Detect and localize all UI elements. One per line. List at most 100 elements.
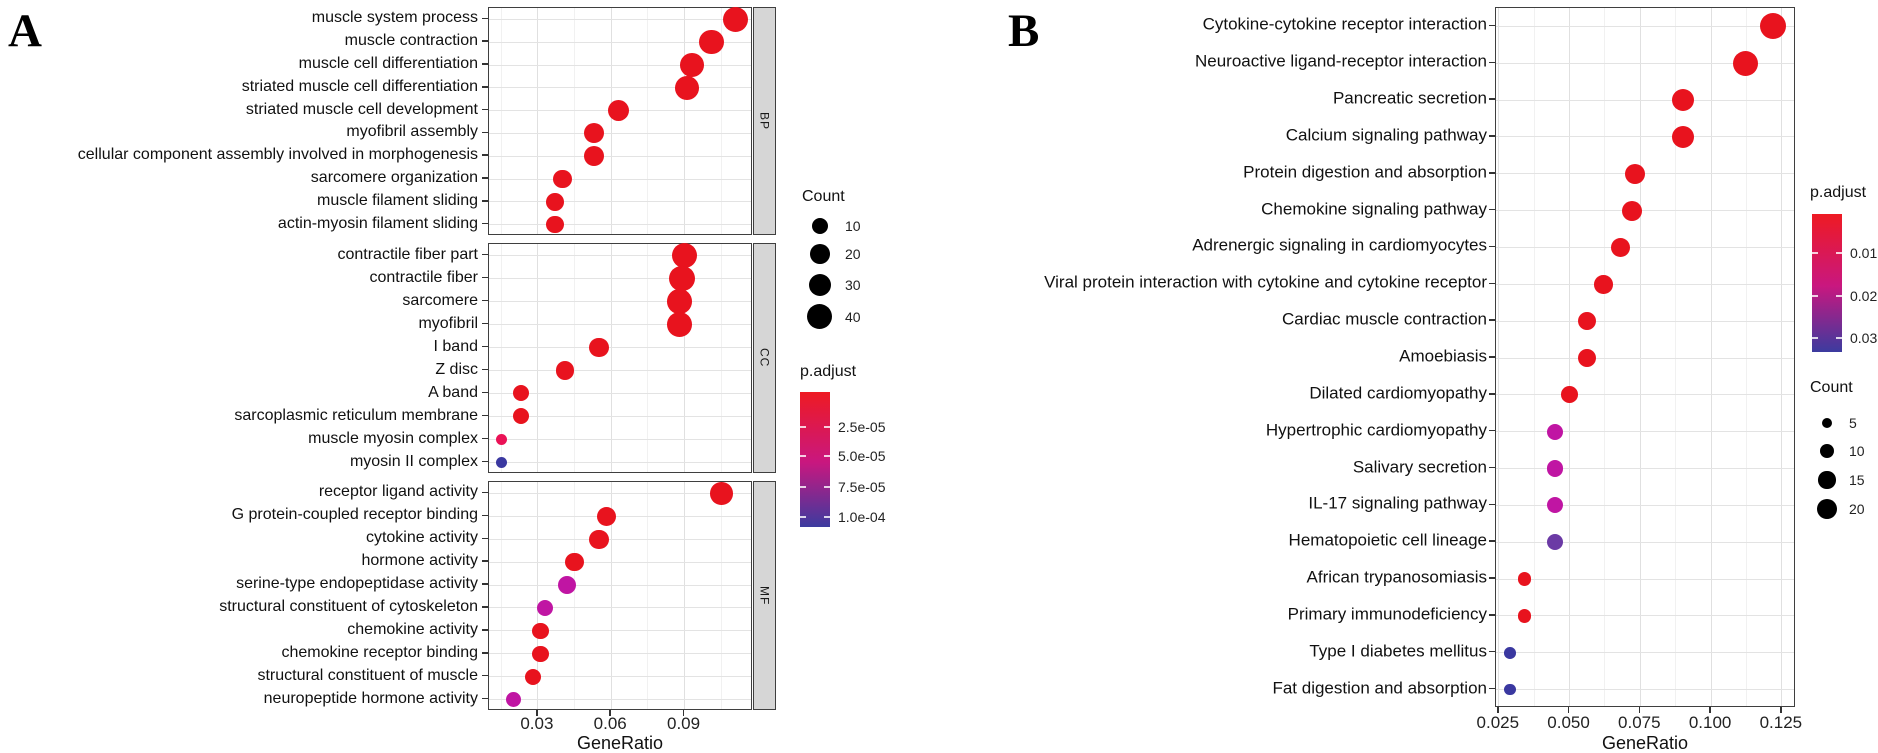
gridline-minor-v (720, 482, 722, 709)
y-tick (482, 583, 488, 585)
y-tick (1489, 282, 1495, 285)
gridline-h (489, 393, 751, 394)
data-point (1547, 460, 1564, 477)
padjust-colorbar-tick (800, 455, 806, 457)
gridline-h (1496, 468, 1794, 470)
padjust-colorbar-tick (824, 426, 830, 428)
facet-strip: BP (753, 7, 776, 235)
data-point (1504, 646, 1517, 659)
gridline-h (489, 515, 751, 517)
y-axis-label: hormone activity (361, 552, 479, 570)
count-legend-value: 20 (1849, 501, 1865, 517)
gridline-h (489, 676, 751, 678)
gridline-h (489, 255, 751, 256)
y-axis-label: Chemokine signaling pathway (1261, 199, 1487, 219)
facet-panel (488, 6, 752, 235)
data-point (669, 265, 695, 292)
data-point (565, 552, 584, 572)
padjust-colorbar-tick (1812, 295, 1818, 297)
y-axis-label: neuropeptide hormone activity (263, 689, 478, 707)
y-tick (482, 63, 488, 65)
data-point (589, 529, 609, 549)
data-point (584, 146, 605, 167)
facet-panel (488, 242, 752, 473)
y-tick (482, 200, 488, 202)
data-point (589, 337, 609, 358)
gridline-h (1496, 210, 1794, 212)
count-legend-value: 5 (1849, 415, 1857, 431)
gridline-h (1496, 62, 1794, 64)
data-point (1517, 572, 1532, 586)
padjust-tick-label: 7.5e-05 (838, 479, 886, 496)
facet-strip-label: MF (757, 585, 772, 606)
gridline-minor-v (1604, 8, 1606, 706)
gridline-h (489, 41, 751, 43)
gridline-h (489, 155, 751, 157)
y-axis-label: muscle contraction (344, 32, 478, 50)
x-axis-title: GeneRatio (576, 733, 664, 753)
data-point (546, 215, 564, 234)
y-axis-label: Pancreatic secretion (1332, 88, 1487, 108)
padjust-colorbar (1812, 214, 1842, 352)
data-point (699, 30, 724, 55)
y-axis-label: Fat digestion and absorption (1272, 678, 1487, 698)
gridline-h (489, 132, 751, 134)
gridline-h (489, 18, 751, 20)
data-point (1547, 534, 1564, 551)
data-point (532, 622, 549, 640)
y-axis-label: Type I diabetes mellitus (1309, 641, 1487, 661)
data-point (723, 6, 749, 32)
gridline-minor-v (1533, 8, 1535, 706)
data-point (1577, 312, 1596, 331)
data-point (1624, 163, 1645, 184)
gridline-major-v (537, 244, 539, 472)
y-tick (482, 345, 488, 348)
x-tick-label: 0.125 (1759, 713, 1803, 732)
y-tick (1489, 245, 1495, 248)
gridline-h (1496, 431, 1794, 433)
gridline-major-v (684, 244, 686, 472)
data-point (1547, 497, 1564, 514)
padjust-colorbar-tick (1812, 252, 1818, 254)
y-axis-label: sarcomere (402, 291, 478, 309)
y-tick (482, 391, 488, 394)
y-tick (482, 437, 488, 440)
data-point (1594, 275, 1613, 294)
count-legend-circle (808, 273, 832, 297)
gridline-h (1496, 246, 1794, 248)
data-point (546, 192, 564, 211)
data-point (667, 312, 693, 337)
gridline-h (489, 416, 751, 417)
count-legend-value: 15 (1849, 472, 1865, 488)
y-axis-label: myofibril assembly (346, 123, 478, 141)
y-tick (1489, 577, 1495, 579)
count-legend-circle (1821, 417, 1832, 428)
x-tick-label: 0.03 (520, 714, 554, 733)
y-tick (1489, 687, 1495, 690)
gridline-h (489, 301, 751, 302)
padjust-colorbar (800, 392, 830, 527)
y-axis-label: muscle cell differentiation (298, 55, 478, 73)
x-tick-label: 0.06 (593, 714, 627, 733)
gridline-major-v (1781, 8, 1783, 706)
gridline-h (489, 462, 751, 463)
x-tick (536, 710, 538, 716)
gridline-minor-v (647, 482, 649, 709)
y-axis-label: A band (428, 383, 478, 401)
y-tick (1489, 172, 1495, 174)
count-legend-value: 30 (845, 277, 861, 293)
y-axis-label: Z disc (435, 360, 478, 378)
y-axis-label: actin-myosin filament sliding (277, 214, 478, 232)
count-legend-value: 20 (845, 246, 861, 262)
gridline-h (489, 87, 751, 89)
gridline-h (489, 439, 751, 440)
y-tick (482, 414, 488, 417)
y-axis-label: contractile fiber (369, 268, 479, 286)
gridline-h (1496, 25, 1794, 27)
count-legend-circle (1816, 498, 1837, 519)
count-legend-title: Count (1810, 379, 1853, 396)
y-axis-label: Viral protein interaction with cytokine … (1044, 272, 1487, 292)
data-point (1547, 423, 1564, 440)
y-axis-label: Cytokine-cytokine receptor interaction (1202, 15, 1487, 35)
